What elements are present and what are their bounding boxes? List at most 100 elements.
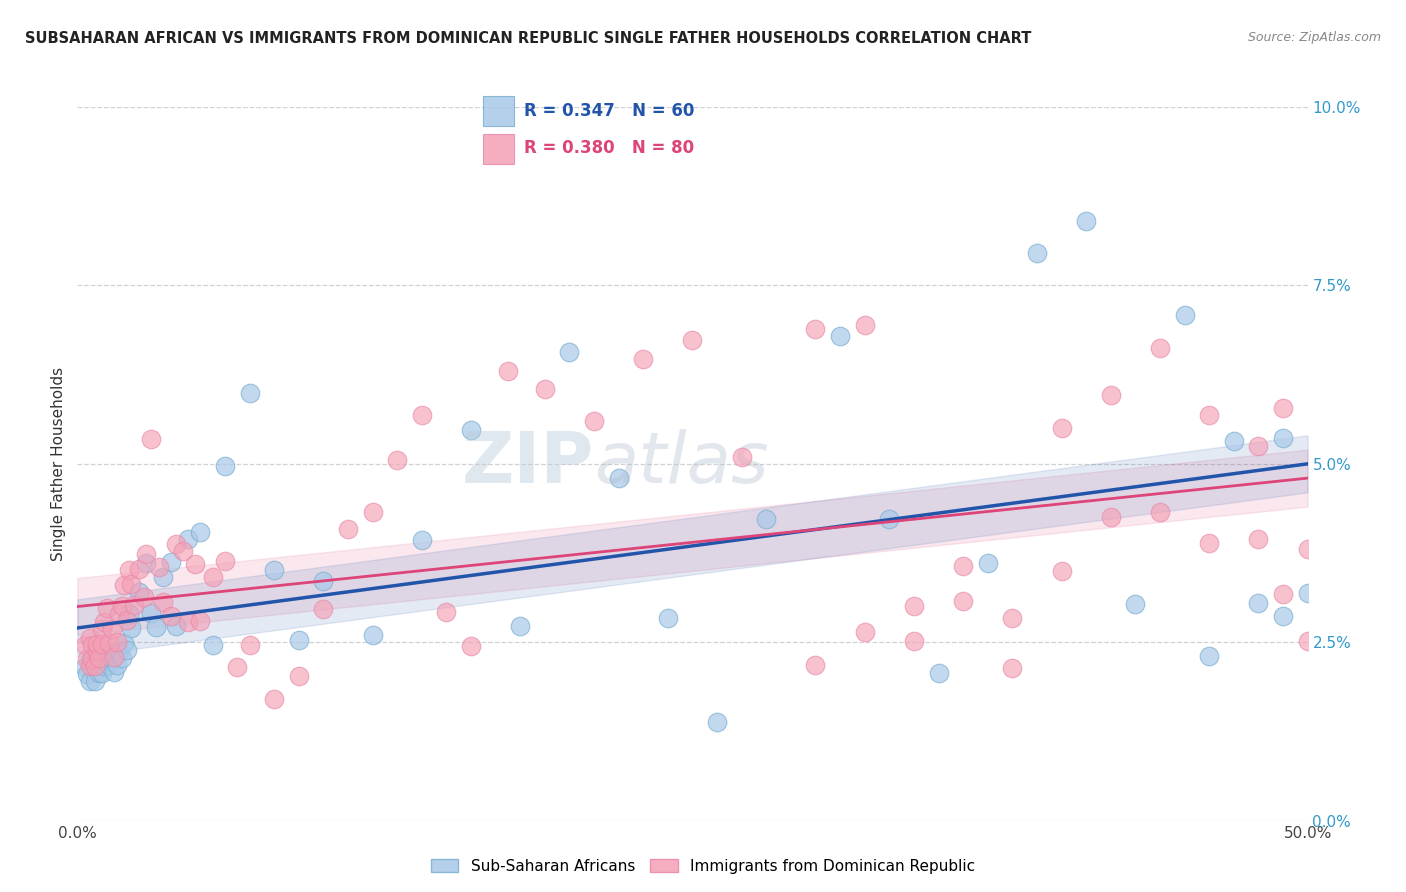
Point [226,660,249,674]
Text: SUBSAHARAN AFRICAN VS IMMIGRANTS FROM DOMINICAN REPUBLIC SINGLE FATHER HOUSEHOLD: SUBSAHARAN AFRICAN VS IMMIGRANTS FROM DO… [25,31,1032,46]
Point [1272,609,1295,624]
Point [79,631,101,645]
Point [76,652,98,666]
Point [312,602,335,616]
Point [79,652,101,666]
Point [83,658,105,673]
Point [128,562,150,576]
Point [1099,388,1122,402]
Point [903,599,925,613]
Point [263,692,285,706]
Point [1272,401,1295,416]
Point [633,352,655,367]
Point [135,547,157,561]
Point [1174,309,1197,323]
Text: R = 0.380   N = 80: R = 0.380 N = 80 [523,139,693,157]
Point [411,533,433,547]
Text: atlas: atlas [595,429,769,499]
Point [152,569,174,583]
Point [141,606,163,620]
Point [436,606,458,620]
Point [165,537,187,551]
Point [1296,634,1319,648]
Point [657,610,679,624]
Point [118,607,141,622]
Point [903,634,925,648]
Point [121,577,143,591]
Point [411,408,433,422]
Point [79,659,101,673]
Point [148,560,170,574]
Legend: Sub-Saharan Africans, Immigrants from Dominican Republic: Sub-Saharan Africans, Immigrants from Do… [425,853,981,880]
Point [82,659,104,673]
Point [1026,245,1049,260]
Point [460,423,482,437]
Point [101,622,124,636]
Point [755,512,778,526]
Point [82,652,104,666]
Point [853,318,876,332]
Point [86,644,108,658]
Point [1296,586,1319,600]
Point [1247,532,1270,546]
Point [952,594,974,608]
Point [1125,597,1147,611]
Point [76,667,98,681]
Point [201,569,224,583]
Point [105,635,128,649]
Point [128,585,150,599]
Point [86,659,108,673]
Point [1198,408,1220,422]
Point [361,628,384,642]
Point [1296,541,1319,556]
Y-axis label: Single Father Households: Single Father Households [51,367,66,561]
Point [160,555,183,569]
Point [177,533,200,547]
Point [93,615,115,629]
Point [239,386,262,401]
Point [103,649,125,664]
Point [73,638,96,652]
Point [165,619,187,633]
Point [853,624,876,639]
Point [263,563,285,577]
Point [385,453,409,467]
Point [830,329,852,343]
Point [509,619,531,633]
Point [682,334,704,348]
Point [1247,597,1270,611]
Point [201,638,224,652]
Point [145,620,167,634]
Point [312,574,335,589]
Point [115,613,138,627]
Point [337,522,360,536]
Point [141,433,163,447]
Bar [484,96,515,126]
Point [214,458,236,473]
Point [152,595,174,609]
Point [534,383,557,397]
Point [83,673,105,688]
Point [112,636,135,650]
Point [132,590,155,604]
Point [105,658,128,673]
Point [361,505,384,519]
Point [1272,431,1295,445]
Point [1247,439,1270,453]
Point [90,637,114,651]
Point [89,651,111,665]
Point [101,651,124,665]
Point [607,471,630,485]
Text: R = 0.347   N = 60: R = 0.347 N = 60 [523,102,695,120]
Point [1076,214,1098,228]
Point [977,556,1000,570]
Point [1223,434,1246,448]
Point [1198,649,1220,664]
Point [115,643,138,657]
Point [112,577,135,591]
Point [1149,341,1171,355]
Point [108,643,131,657]
Point [1149,505,1171,519]
Bar [484,134,515,164]
Point [1050,421,1073,435]
